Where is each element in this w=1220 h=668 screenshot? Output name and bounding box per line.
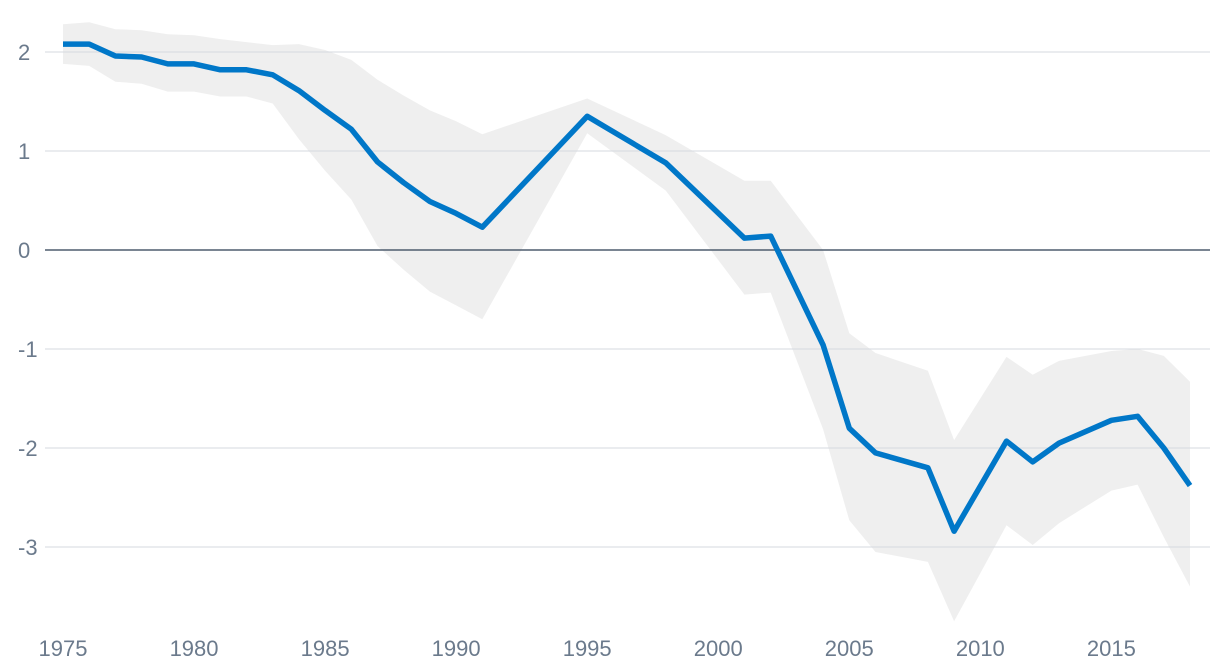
y-tick-label: 2: [18, 40, 30, 65]
y-tick-label: -3: [18, 535, 38, 560]
x-tick-label: 1995: [563, 636, 612, 661]
series-line-layer: [63, 41, 1193, 534]
x-tick-label: 2005: [825, 636, 874, 661]
x-tick-label: 2015: [1087, 636, 1136, 661]
x-tick-label: 2010: [956, 636, 1005, 661]
x-tick-label: 1985: [301, 636, 350, 661]
y-axis-ticks: 2 1 0 -1 -2 -3: [18, 40, 38, 560]
y-tick-label: 0: [18, 238, 30, 263]
x-tick-label: 1990: [432, 636, 481, 661]
y-tick-label: -2: [18, 436, 38, 461]
confidence-band: [63, 22, 1190, 622]
x-tick-label: 1975: [39, 636, 88, 661]
x-tick-label: 1980: [170, 636, 219, 661]
y-tick-label: -1: [18, 337, 38, 362]
x-axis-ticks: 1975 1980 1985 1990 1995 2000 2005 2010 2015: [39, 636, 1136, 661]
x-tick-label: 2000: [694, 636, 743, 661]
gridlines-layer: [45, 51, 1210, 548]
series-line: [63, 41, 1193, 534]
y-tick-label: 1: [18, 139, 30, 164]
confidence-band-layer: [63, 22, 1190, 622]
